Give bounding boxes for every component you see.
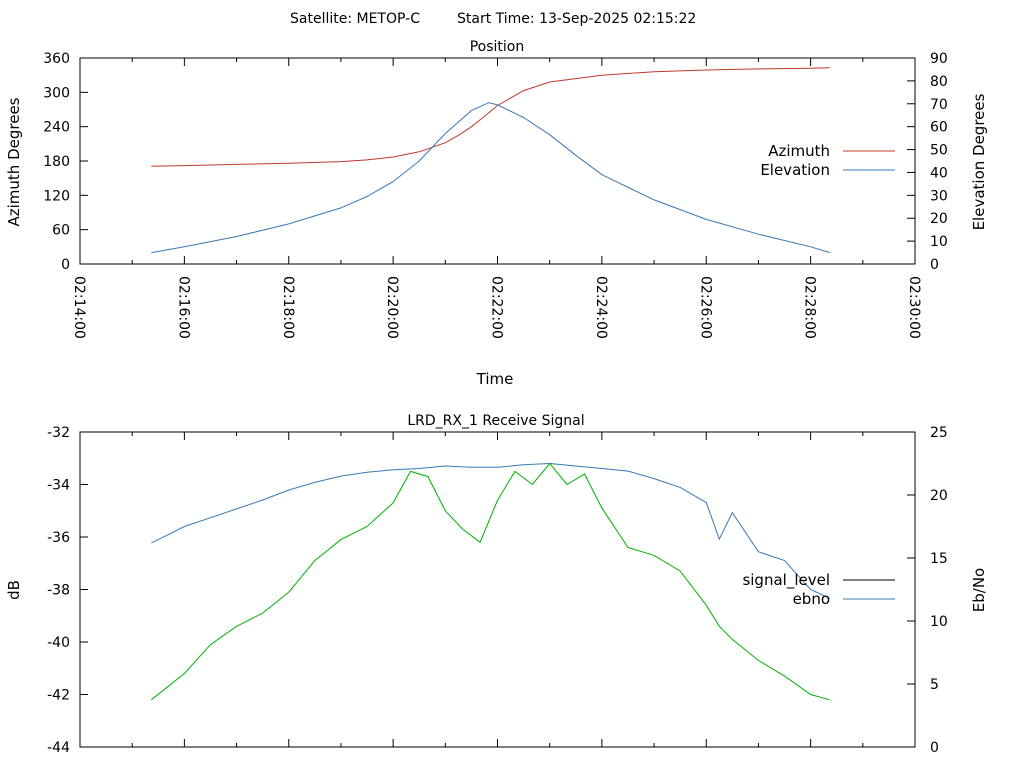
- bottom-y-tick-label: -38: [47, 583, 70, 599]
- bottom-y2-tick-label: 10: [930, 614, 948, 630]
- top-x-tick-label: 02:26:00: [697, 276, 713, 339]
- top-legend-elevation-label: Elevation: [760, 161, 830, 179]
- bottom-y-axis-label: dB: [5, 580, 23, 600]
- top-y-axis-label: Azimuth Degrees: [5, 97, 23, 226]
- bottom-y-tick-label: -34: [47, 478, 70, 494]
- bottom-plot-frame: [79, 431, 916, 748]
- bottom-y-tick-label: -44: [47, 740, 70, 756]
- bottom-legend-signal-level-label: signal_level: [742, 571, 830, 590]
- bottom-y2-tick-label: 5: [930, 677, 939, 693]
- bottom-y2-tick-label: 20: [930, 488, 948, 504]
- top-y-tick-label: 180: [43, 154, 70, 170]
- top-x-axis-label: Time: [476, 370, 514, 388]
- bottom-y2-tick-label: 15: [930, 551, 948, 567]
- top-x-tick-label: 02:18:00: [280, 276, 296, 339]
- top-x-tick-label: 02:20:00: [384, 276, 400, 339]
- position-title: Position: [470, 39, 525, 55]
- top-legend-azimuth-label: Azimuth: [768, 142, 830, 160]
- bottom-y2-tick-label: 25: [930, 425, 948, 441]
- top-x-tick-label: 02:14:00: [71, 276, 87, 339]
- signal-title: LRD_RX_1 Receive Signal: [407, 413, 584, 429]
- top-x-tick-label: 02:28:00: [802, 276, 818, 339]
- top-y2-tick-label: 40: [930, 165, 948, 181]
- bottom-series-2-line: [150, 462, 830, 701]
- top-y-tick-label: 360: [43, 51, 70, 67]
- bottom-ebno-line: [151, 462, 831, 599]
- top-y-tick-label: 120: [43, 188, 70, 204]
- bottom-y-tick-label: -32: [47, 425, 70, 441]
- satellite-name: Satellite: METOP-C: [290, 11, 420, 27]
- top-x-tick-label: 02:24:00: [593, 276, 609, 339]
- bottom-y-tick-label: -36: [47, 530, 70, 546]
- bottom-y2-axis-label: Eb/No: [970, 568, 988, 612]
- top-x-tick-label: 02:30:00: [906, 276, 922, 339]
- top-y2-tick-label: 0: [930, 257, 939, 273]
- top-x-tick-label: 02:16:00: [175, 276, 191, 339]
- top-y2-tick-label: 70: [930, 97, 948, 113]
- top-y2-tick-label: 20: [930, 211, 948, 227]
- top-y2-tick-label: 50: [930, 143, 948, 159]
- top-y2-axis-label: Elevation Degrees: [970, 93, 988, 230]
- top-y2-tick-label: 30: [930, 188, 948, 204]
- bottom-y-tick-label: -40: [47, 635, 70, 651]
- top-y-tick-label: 300: [43, 85, 70, 101]
- top-y2-tick-label: 80: [930, 74, 948, 90]
- top-x-tick-label: 02:22:00: [489, 276, 505, 339]
- top-elevation-line: [151, 102, 830, 254]
- bottom-y-tick-label: -42: [47, 688, 70, 704]
- top-y2-tick-label: 60: [930, 120, 948, 136]
- top-azimuth-line: [151, 67, 830, 167]
- top-y2-tick-label: 90: [930, 51, 948, 67]
- top-y-tick-label: 60: [52, 223, 70, 239]
- bottom-legend-ebno-label: ebno: [793, 590, 830, 608]
- top-y-tick-label: 0: [61, 257, 70, 273]
- top-y2-tick-label: 10: [930, 234, 948, 250]
- start-time: Start Time: 13-Sep-2025 02:15:22: [457, 11, 696, 27]
- bottom-y2-tick-label: 0: [930, 740, 939, 756]
- top-y-tick-label: 240: [43, 120, 70, 136]
